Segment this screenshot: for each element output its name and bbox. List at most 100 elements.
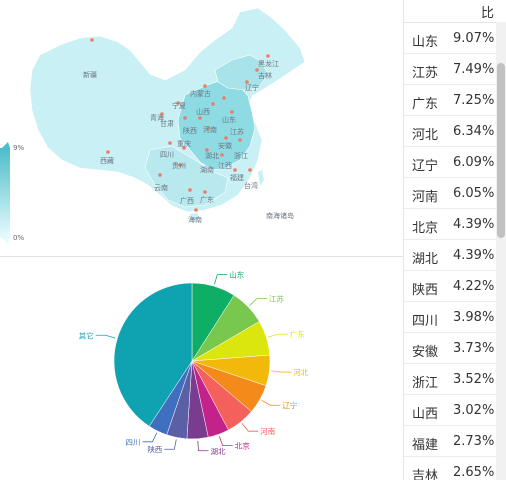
table-body: 山东 9.07% 江苏 7.49% 广东 7.25% 河北 6.34% 辽宁 6.09% 河南 6.0… bbox=[404, 23, 506, 480]
pie-slice-label: 陕西 bbox=[147, 444, 162, 454]
label-hubei: 湖北 bbox=[205, 151, 219, 160]
label-hainan: 海南 bbox=[188, 215, 202, 224]
pie-label-line bbox=[271, 370, 292, 373]
pie-label-line bbox=[241, 423, 259, 432]
pie-slice-label: 广东 bbox=[290, 329, 305, 339]
pie-slice-label: 湖北 bbox=[211, 447, 226, 456]
pie-label-line bbox=[197, 440, 209, 452]
row-province: 江苏 bbox=[412, 66, 439, 81]
row-percentage: 4.22% bbox=[453, 279, 495, 294]
scrollbar-thumb[interactable] bbox=[497, 63, 505, 238]
label-nanhai: 南海诸岛 bbox=[266, 211, 294, 220]
table-row[interactable]: 河南 6.05% bbox=[404, 178, 506, 209]
table-row[interactable]: 山东 9.07% bbox=[404, 23, 506, 54]
ranking-table: 比 山东 9.07% 江苏 7.49% 广东 7.25% 河北 6.34% 辽宁 6.09% 河南 6… bbox=[403, 0, 506, 480]
row-percentage: 6.05% bbox=[453, 186, 495, 201]
pie-slice-label: 北京 bbox=[235, 441, 250, 451]
table-row[interactable]: 安徽 3.73% bbox=[404, 333, 506, 364]
pie-label-line bbox=[218, 436, 233, 446]
table-row[interactable]: 吉林 2.65% bbox=[404, 457, 506, 480]
row-province: 山东 bbox=[412, 35, 439, 50]
row-province: 广东 bbox=[412, 97, 439, 112]
label-shanxi: 山西 bbox=[196, 107, 210, 116]
row-percentage: 3.02% bbox=[453, 403, 495, 418]
row-province: 浙江 bbox=[412, 376, 439, 391]
label-liaoning: 辽宁 bbox=[245, 83, 259, 92]
row-percentage: 9.07% bbox=[453, 31, 495, 46]
label-sichuan: 四川 bbox=[160, 151, 174, 159]
table-header-ratio: 比 bbox=[480, 6, 494, 21]
table-row[interactable]: 北京 4.39% bbox=[404, 209, 506, 240]
table-row[interactable]: 辽宁 6.09% bbox=[404, 147, 506, 178]
pie-label-line bbox=[142, 432, 158, 443]
row-percentage: 2.73% bbox=[453, 434, 495, 449]
label-qinghai: 青海 bbox=[150, 113, 164, 122]
label-gansu: 甘肃 bbox=[160, 119, 174, 128]
label-guangdong: 广东 bbox=[200, 195, 214, 204]
row-percentage: 3.98% bbox=[453, 310, 495, 325]
pie-label-line bbox=[95, 334, 116, 339]
label-neimenggu: 内蒙古 bbox=[190, 89, 211, 98]
legend-gradient-bar[interactable] bbox=[0, 148, 10, 238]
row-percentage: 4.39% bbox=[453, 248, 495, 263]
row-province: 北京 bbox=[412, 221, 439, 236]
legend-max-label: 9% bbox=[13, 144, 24, 152]
row-province: 吉林 bbox=[412, 469, 439, 480]
table-row[interactable]: 河北 6.34% bbox=[404, 116, 506, 147]
table-row[interactable]: 广东 7.25% bbox=[404, 85, 506, 116]
label-shaanxi: 陕西 bbox=[183, 126, 197, 135]
row-province: 辽宁 bbox=[412, 159, 439, 174]
label-shandong: 山东 bbox=[222, 115, 236, 124]
map-hainan bbox=[190, 213, 198, 221]
table-row[interactable]: 湖北 4.39% bbox=[404, 240, 506, 271]
map-taiwan bbox=[258, 170, 264, 186]
legend-bottom-handle-icon[interactable] bbox=[2, 238, 10, 244]
table-row[interactable]: 福建 2.73% bbox=[404, 426, 506, 457]
label-fujian: 福建 bbox=[230, 173, 244, 182]
pie-label-line bbox=[214, 274, 228, 285]
pie-slice-label: 河北 bbox=[293, 368, 308, 377]
table-row[interactable]: 四川 3.98% bbox=[404, 302, 506, 333]
label-ningxia: 宁夏 bbox=[172, 101, 186, 110]
legend-top-handle-icon[interactable] bbox=[2, 142, 10, 148]
pie-slice-label: 辽宁 bbox=[282, 400, 297, 410]
pie-label-line bbox=[164, 439, 177, 450]
panel-divider bbox=[0, 256, 403, 257]
row-province: 四川 bbox=[412, 314, 439, 329]
left-panel: 新疆 西藏 黑龙江 吉林 辽宁 内蒙古 宁夏 青海 甘肃 陕西 山西 河南 四川… bbox=[0, 7, 403, 456]
row-province: 河北 bbox=[412, 128, 439, 143]
row-province: 湖北 bbox=[412, 252, 439, 267]
label-henan: 河南 bbox=[203, 125, 217, 134]
legend-min-label: 0% bbox=[13, 234, 24, 242]
row-province: 安徽 bbox=[412, 345, 439, 360]
pie-slice-label: 山东 bbox=[229, 270, 244, 280]
row-percentage: 6.09% bbox=[453, 155, 495, 170]
row-percentage: 7.49% bbox=[453, 62, 495, 77]
pie-slice-label: 四川 bbox=[125, 438, 140, 447]
pie-label-line bbox=[268, 333, 288, 338]
label-jilin: 吉林 bbox=[258, 71, 272, 80]
pie-slice-label: 河南 bbox=[260, 426, 275, 436]
pie-slice-label: 其它 bbox=[79, 330, 94, 340]
map-svg: 新疆 西藏 黑龙江 吉林 辽宁 内蒙古 宁夏 青海 甘肃 陕西 山西 河南 四川… bbox=[0, 7, 306, 244]
row-percentage: 7.25% bbox=[453, 93, 495, 108]
table-row[interactable]: 浙江 3.52% bbox=[404, 364, 506, 395]
table-header: 比 bbox=[404, 0, 506, 23]
table-scrollbar[interactable] bbox=[496, 22, 506, 480]
label-anhui: 安徽 bbox=[218, 141, 232, 150]
label-jiangxi: 江西 bbox=[218, 162, 232, 170]
row-percentage: 4.39% bbox=[453, 217, 495, 232]
pie-slice-label: 江苏 bbox=[269, 294, 284, 304]
table-row[interactable]: 江苏 7.49% bbox=[404, 54, 506, 85]
label-taiwan: 台湾 bbox=[244, 181, 258, 190]
row-percentage: 2.65% bbox=[453, 465, 495, 480]
label-hunan: 湖南 bbox=[200, 165, 214, 174]
pie-label-line bbox=[249, 298, 267, 306]
row-percentage: 3.73% bbox=[453, 341, 495, 356]
table-row[interactable]: 陕西 4.22% bbox=[404, 271, 506, 302]
row-province: 山西 bbox=[412, 407, 439, 422]
label-guizhou: 贵州 bbox=[172, 161, 186, 170]
pie-slice[interactable] bbox=[113, 282, 193, 427]
table-row[interactable]: 山西 3.02% bbox=[404, 395, 506, 426]
